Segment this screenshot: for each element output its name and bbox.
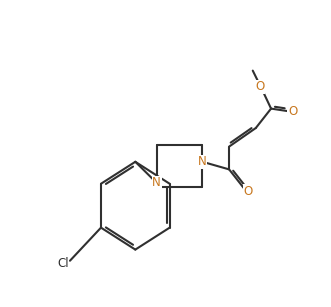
Text: O: O (243, 185, 253, 198)
Text: N: N (152, 177, 161, 189)
Text: O: O (288, 105, 297, 118)
Text: N: N (198, 155, 207, 168)
Text: Cl: Cl (57, 257, 69, 270)
Text: O: O (255, 80, 264, 93)
